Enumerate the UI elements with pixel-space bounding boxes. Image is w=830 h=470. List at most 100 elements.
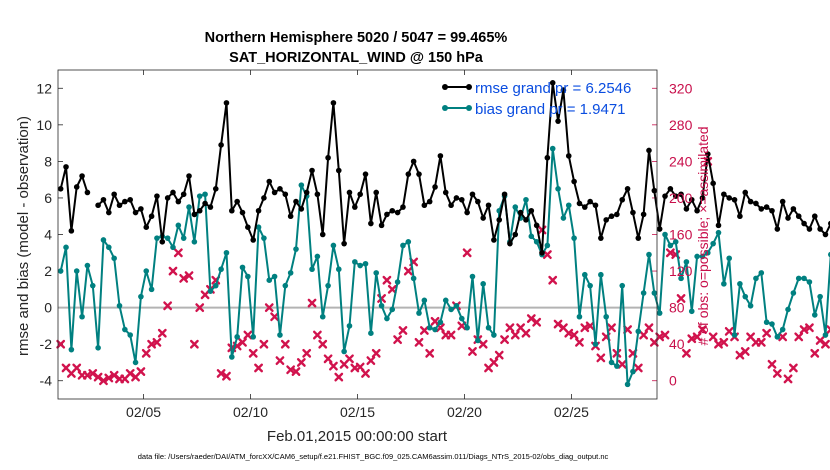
bias-marker — [223, 249, 230, 256]
rmse-marker — [100, 196, 107, 203]
obs-marker — [644, 323, 654, 333]
bias-marker — [678, 275, 684, 282]
rmse-marker — [662, 193, 668, 199]
bias-marker — [330, 242, 337, 249]
bias-marker — [560, 215, 567, 221]
rmse-marker — [138, 206, 144, 212]
rmse-marker — [683, 206, 690, 212]
y-axis-label: rmse and bias (model - observation) — [15, 116, 32, 356]
obs-marker — [371, 348, 381, 358]
obs-marker — [446, 330, 456, 340]
bias-marker — [710, 240, 716, 247]
obs-marker — [318, 339, 328, 349]
rmse-marker — [389, 207, 396, 214]
bias-marker — [175, 222, 182, 229]
bias-marker — [448, 306, 454, 313]
rmse-marker — [533, 222, 540, 229]
rmse-marker — [421, 202, 428, 209]
rmse-marker — [785, 215, 791, 221]
bias-marker — [806, 279, 813, 285]
rmse-marker — [581, 204, 588, 210]
bias-marker — [282, 282, 289, 289]
rmse-marker — [656, 226, 663, 232]
obs-marker — [419, 326, 429, 335]
bias-marker — [790, 290, 797, 296]
rmse-marker — [159, 239, 166, 245]
obs-marker — [633, 363, 643, 373]
bias-marker — [581, 271, 588, 278]
obs-marker — [462, 248, 472, 258]
bias-marker — [662, 231, 668, 238]
obs-marker — [826, 325, 830, 334]
rmse-marker — [710, 180, 716, 187]
rmse-marker — [737, 213, 743, 220]
rmse-marker — [405, 171, 412, 177]
bias-marker — [475, 337, 481, 344]
rmse-marker — [426, 198, 433, 205]
bias-marker — [464, 324, 470, 331]
obs-marker — [788, 363, 798, 373]
bias-marker — [164, 235, 171, 241]
bias-marker — [79, 313, 85, 320]
obs-marker — [692, 332, 702, 342]
legend-rmse-marker-end — [466, 84, 472, 90]
rmse-marker — [266, 178, 273, 185]
bias-marker — [453, 302, 460, 309]
y-tick-label: -4 — [40, 373, 53, 389]
bias-marker — [688, 308, 695, 315]
rmse-marker — [753, 200, 759, 207]
bias-marker — [132, 359, 139, 366]
obs-marker — [494, 350, 504, 360]
rmse-marker — [571, 178, 577, 185]
rmse-marker — [298, 206, 305, 212]
obs-marker — [189, 339, 199, 349]
obs-marker — [99, 376, 108, 386]
rmse-marker — [143, 224, 150, 230]
bias-marker — [555, 186, 561, 192]
rmse-marker — [111, 191, 117, 198]
bias-marker — [84, 262, 91, 269]
bias-marker — [699, 253, 706, 260]
bias-marker — [287, 270, 294, 276]
rmse-marker — [458, 196, 465, 203]
obs-marker — [762, 328, 772, 338]
bias-marker — [715, 229, 722, 236]
obs-marker — [414, 337, 424, 347]
bias-marker — [491, 332, 497, 338]
bias-marker — [544, 242, 551, 249]
bias-marker — [737, 281, 743, 287]
bias-marker — [624, 381, 631, 388]
y-tick-label: 2 — [44, 263, 52, 279]
bias-marker — [319, 313, 326, 320]
bias-marker — [533, 239, 540, 245]
bias-marker — [640, 290, 647, 296]
bias-marker — [731, 332, 738, 338]
rmse-marker — [619, 196, 626, 203]
rmse-marker — [790, 206, 797, 212]
x-axis-label: Feb.01,2015 00:00:00 start — [267, 428, 448, 445]
rmse-marker — [319, 231, 326, 238]
bias-marker — [523, 196, 529, 203]
bias-marker — [769, 321, 775, 327]
bias-marker — [528, 233, 535, 240]
obs-marker — [596, 353, 606, 363]
footnote: data file: /Users/raeder/DAI/ATM_forcXX/… — [138, 452, 609, 461]
plot-area — [58, 70, 657, 399]
rmse-marker — [400, 204, 406, 210]
obs-marker — [500, 335, 509, 344]
bias-marker — [432, 326, 438, 333]
rmse-marker — [817, 226, 823, 232]
obs-marker — [542, 250, 552, 260]
rmse-marker — [715, 222, 722, 229]
obs-marker — [505, 323, 515, 333]
rmse-marker — [485, 202, 492, 209]
rmse-marker — [373, 189, 380, 196]
bias-marker — [774, 334, 781, 340]
y-right-tick-label: 320 — [669, 80, 693, 96]
y-right-tick-label: 160 — [669, 227, 693, 243]
bias-marker — [325, 282, 331, 289]
rmse-marker — [822, 231, 829, 238]
rmse-marker — [598, 235, 604, 241]
bias-marker — [73, 268, 80, 274]
rmse-marker — [726, 195, 733, 201]
